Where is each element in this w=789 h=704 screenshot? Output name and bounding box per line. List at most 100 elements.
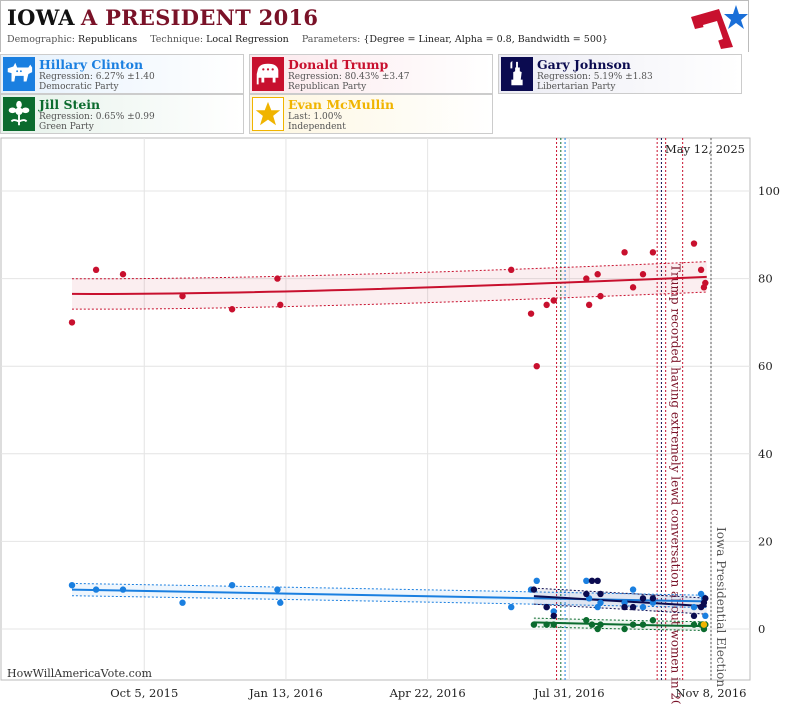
poll-point (690, 621, 698, 628)
poll-point (533, 363, 540, 370)
candidate-party: Independent (288, 122, 346, 132)
poll-point (274, 275, 281, 282)
candidate-party: Green Party (39, 122, 94, 132)
liberty-icon (501, 57, 533, 91)
poll-point (702, 612, 709, 620)
poll-point (639, 621, 647, 628)
poll-point (550, 621, 557, 628)
confidence-upper (71, 261, 707, 280)
candidate-card: Jill Stein Regression: 0.65% ±0.99 Green P… (0, 94, 244, 134)
candidate-regression: Last: 1.00% (288, 112, 343, 122)
poll-point (597, 590, 604, 598)
poll-point (583, 617, 590, 624)
candidate-regression: Regression: 0.65% ±0.99 (39, 112, 155, 122)
candidate-name: Evan McMullin (288, 97, 395, 112)
poll-point (621, 603, 628, 611)
poll-point (179, 599, 186, 606)
chart-header: IOWA A PRESIDENT 2016 Demographic: Republ… (0, 0, 749, 52)
site-credit: HowWillAmericaVote.com (7, 667, 152, 680)
poll-point (530, 586, 538, 593)
event-annotation: Iowa Presidential Election (714, 527, 728, 687)
poll-point (92, 266, 100, 274)
candidate-card: Gary Johnson Regression: 5.19% ±1.83 Liber… (498, 54, 742, 94)
candidate-name: Hillary Clinton (39, 57, 144, 72)
poll-point (690, 612, 698, 620)
poll-point (690, 240, 698, 247)
confidence-lower (71, 595, 707, 609)
poll-point (629, 284, 637, 291)
poll-point (629, 621, 637, 628)
parameters-line: Demographic: Republicans Technique: Loca… (7, 34, 608, 45)
candidate-party: Democratic Party (39, 82, 119, 92)
page-title: IOWA A PRESIDENT 2016 (7, 5, 318, 30)
y-tick-label: 60 (758, 359, 773, 373)
parameters-label: Parameters: (301, 34, 361, 45)
trend-line (71, 275, 707, 295)
candidate-card: Hillary Clinton Regression: 6.27% ±1.40 De… (0, 54, 244, 94)
candidate-regression: Regression: 6.27% ±1.40 (39, 72, 155, 82)
poll-point (277, 599, 284, 606)
poll-point (597, 621, 604, 628)
poll-point (119, 271, 127, 278)
poll-point (594, 577, 601, 585)
poll-point (621, 249, 628, 256)
confidence-lower (71, 291, 707, 310)
poll-point (508, 266, 515, 274)
poll-point (550, 612, 557, 620)
candidate-card: Evan McMullin Last: 1.00% Independent (249, 94, 493, 134)
poll-point (583, 577, 590, 585)
candidate-name: Gary Johnson (537, 57, 631, 72)
poll-point (527, 310, 535, 317)
poll-point (68, 582, 76, 589)
candidate-name: Jill Stein (39, 97, 101, 112)
x-tick-label: Nov 8, 2016 (675, 686, 746, 700)
parameters-value: {Degree = Linear, Alpha = 0.8, Bandwidth… (363, 34, 608, 45)
poll-point (702, 279, 709, 287)
poll-point (597, 292, 604, 300)
x-tick-label: Jan 13, 2016 (248, 686, 323, 700)
poll-point (68, 319, 76, 326)
demographic-value: Republicans (78, 34, 138, 45)
poll-point (550, 297, 557, 304)
poll-point (621, 599, 628, 606)
poll-point (543, 603, 550, 611)
poll-point (92, 586, 100, 593)
event-annotation: Trump recorded having extremely lewd con… (669, 264, 683, 704)
poll-point (629, 603, 637, 611)
poll-point (508, 603, 515, 611)
poll-point (639, 603, 647, 611)
y-tick-label: 40 (758, 447, 773, 461)
flower-icon (3, 97, 35, 131)
star-icon (252, 97, 284, 131)
poll-point (702, 595, 709, 602)
poll-point (585, 301, 593, 309)
technique-value: Local Regression (206, 34, 289, 45)
poll-point (649, 599, 657, 606)
y-tick-label: 0 (758, 622, 765, 636)
poll-point (543, 301, 550, 309)
poll-point (639, 271, 647, 278)
poll-point (543, 621, 550, 628)
poll-point (629, 586, 637, 593)
poll-point (621, 625, 628, 633)
candidate-party: Republican Party (288, 82, 367, 92)
poll-point (649, 595, 657, 602)
poll-point (597, 599, 604, 606)
poll-point (119, 586, 127, 593)
poll-point (583, 590, 590, 598)
poll-point (530, 621, 538, 628)
poll-point (700, 621, 708, 628)
poll-point (550, 608, 557, 615)
x-tick-label: Oct 5, 2015 (110, 686, 178, 700)
poll-point (697, 266, 705, 274)
candidate-party: Libertarian Party (537, 82, 616, 92)
poll-point (649, 617, 657, 624)
poll-point (277, 301, 284, 309)
y-tick-label: 20 (758, 534, 773, 548)
x-tick-label: Jul 31, 2016 (533, 686, 605, 700)
y-tick-label: 100 (758, 184, 780, 198)
race-name: A PRESIDENT 2016 (80, 5, 319, 30)
confidence-band (72, 261, 707, 310)
candidate-regression: Regression: 80.43% ±3.47 (288, 72, 410, 82)
